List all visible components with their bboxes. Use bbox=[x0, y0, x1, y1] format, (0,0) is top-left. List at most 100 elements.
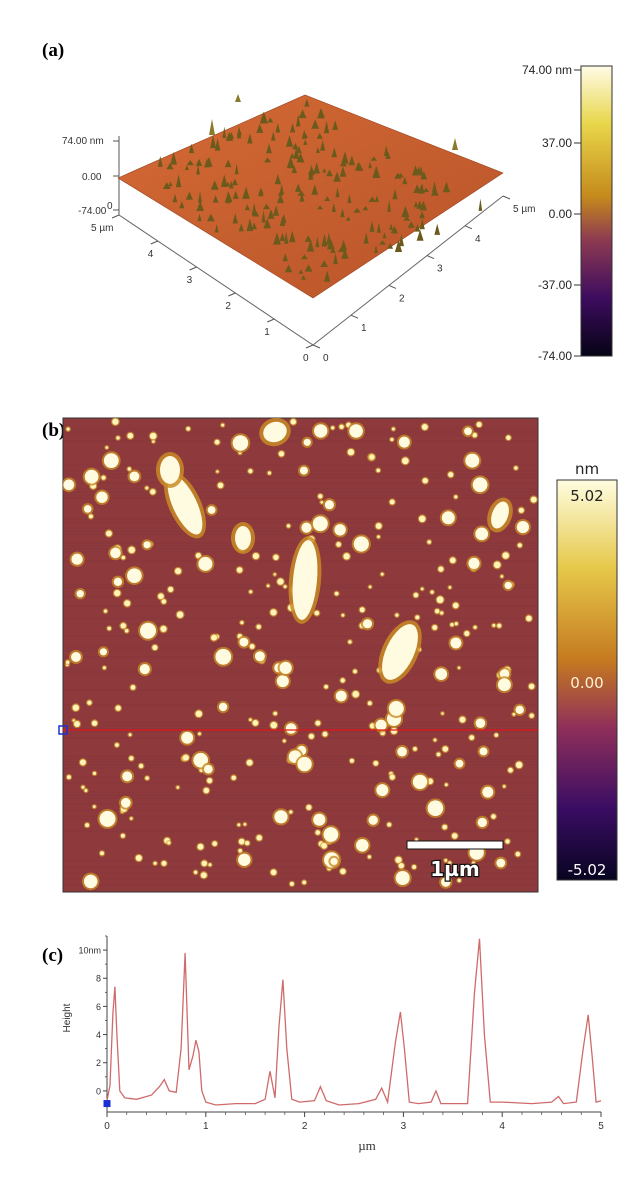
afm-particle bbox=[116, 436, 120, 440]
surface-peak bbox=[389, 223, 393, 230]
afm-particle bbox=[182, 754, 189, 761]
afm-particle bbox=[476, 421, 482, 428]
afm-particle bbox=[100, 851, 104, 856]
afm-particle bbox=[313, 813, 326, 826]
afm-particle bbox=[315, 720, 321, 726]
surface-peak bbox=[311, 119, 319, 129]
afm-particle bbox=[103, 453, 119, 468]
afm-particle bbox=[442, 824, 448, 830]
afm-particle bbox=[515, 761, 523, 769]
afm-particle bbox=[96, 491, 108, 503]
afm-particle bbox=[270, 721, 278, 729]
surface-peak bbox=[394, 172, 402, 179]
afm-particle bbox=[79, 759, 86, 766]
afm-particle bbox=[176, 611, 184, 618]
afm-particle bbox=[397, 746, 407, 757]
surface-peak bbox=[214, 224, 219, 233]
surface-peak bbox=[263, 218, 271, 229]
afm-particle bbox=[128, 546, 135, 554]
afm-particle bbox=[120, 623, 127, 629]
afm-particle bbox=[388, 701, 404, 716]
afm-particle bbox=[274, 810, 288, 824]
afm-particle bbox=[124, 600, 131, 607]
surface-peak bbox=[356, 163, 364, 171]
surface-peak bbox=[394, 239, 403, 252]
afm-particle bbox=[102, 666, 106, 670]
afm-particle bbox=[517, 543, 522, 548]
afm-particle bbox=[221, 423, 225, 427]
afm-particle bbox=[200, 872, 207, 879]
surface-peak bbox=[320, 260, 329, 267]
surface-peak bbox=[370, 156, 378, 161]
afm-particle bbox=[479, 747, 488, 756]
right-axis-tick-label: 3 bbox=[437, 264, 443, 275]
surface-peak bbox=[301, 254, 308, 260]
afm-particle-cluster bbox=[292, 540, 318, 620]
surface-peak bbox=[196, 164, 200, 175]
afm-particle bbox=[110, 547, 121, 559]
surface-peak bbox=[353, 207, 361, 213]
colorbar-b-max: 5.02 bbox=[570, 487, 603, 505]
left-axis-tick-label: 5 µm bbox=[91, 223, 113, 234]
afm-particle bbox=[398, 436, 410, 448]
afm-particle bbox=[105, 446, 109, 449]
afm-particle bbox=[158, 593, 164, 600]
surface-peak bbox=[362, 206, 369, 211]
afm-particle bbox=[76, 590, 84, 598]
left-axis-tick-label: 4 bbox=[148, 249, 154, 260]
afm-particle bbox=[273, 573, 276, 576]
surface-peak bbox=[235, 94, 241, 102]
panel-c-label: (c) bbox=[42, 945, 64, 966]
surface-peak bbox=[286, 155, 295, 169]
surface-peak bbox=[236, 128, 242, 136]
surface-peak bbox=[157, 156, 163, 167]
afm-image-background bbox=[62, 417, 539, 893]
panel-a-3d-surface: 5 µm 4 3 2 1 0 0 1 2 3 4 5 µm 74.00 nm 0.00 -74.00… bbox=[62, 94, 535, 364]
panel-a-label: (a) bbox=[42, 40, 65, 61]
afm-particle bbox=[482, 786, 494, 798]
profile-x-tick-label: 1 bbox=[203, 1121, 209, 1132]
surface-peak bbox=[398, 234, 404, 247]
afm-particle bbox=[252, 720, 259, 726]
afm-particle bbox=[216, 470, 219, 473]
afm-particle bbox=[113, 577, 123, 586]
profile-x-tick-label: 0 bbox=[104, 1121, 110, 1132]
afm-particle bbox=[203, 764, 213, 774]
surface-peak bbox=[207, 213, 215, 222]
surface-peak bbox=[376, 222, 381, 233]
surface-peak bbox=[304, 235, 312, 242]
surface-peak bbox=[326, 169, 333, 177]
surface-peak bbox=[290, 152, 295, 158]
afm-particle bbox=[398, 863, 404, 869]
surface-peak bbox=[289, 123, 296, 133]
afm-particle bbox=[256, 835, 263, 841]
afm-particle bbox=[138, 763, 144, 769]
afm-particle bbox=[214, 439, 220, 445]
afm-particle bbox=[120, 797, 131, 808]
afm-particle bbox=[243, 823, 247, 826]
afm-particle bbox=[197, 843, 204, 850]
surface-peak bbox=[323, 120, 330, 134]
profile-axes bbox=[106, 936, 601, 1113]
surface-peak bbox=[291, 165, 297, 174]
afm-particle bbox=[435, 609, 440, 614]
afm-particle bbox=[232, 435, 249, 451]
afm-particle bbox=[362, 619, 373, 629]
afm-particle bbox=[324, 684, 328, 689]
afm-particle bbox=[512, 712, 516, 716]
afm-particle bbox=[433, 738, 437, 742]
surface-peak bbox=[315, 236, 320, 248]
surface-peak bbox=[277, 193, 285, 204]
z-bottom-label: -74.00 bbox=[78, 206, 107, 217]
afm-particle bbox=[115, 705, 121, 711]
surface-peak bbox=[252, 210, 260, 217]
surface-peak bbox=[303, 133, 308, 138]
surface-peak bbox=[419, 200, 428, 211]
surface-peak bbox=[284, 264, 293, 273]
afm-particle bbox=[451, 833, 458, 839]
afm-particle bbox=[161, 599, 167, 604]
afm-particle bbox=[135, 854, 142, 862]
panel-b-afm-image: 1µm bbox=[58, 417, 539, 893]
z-mid-label: 0.00 bbox=[82, 172, 102, 183]
afm-particle bbox=[492, 623, 496, 627]
